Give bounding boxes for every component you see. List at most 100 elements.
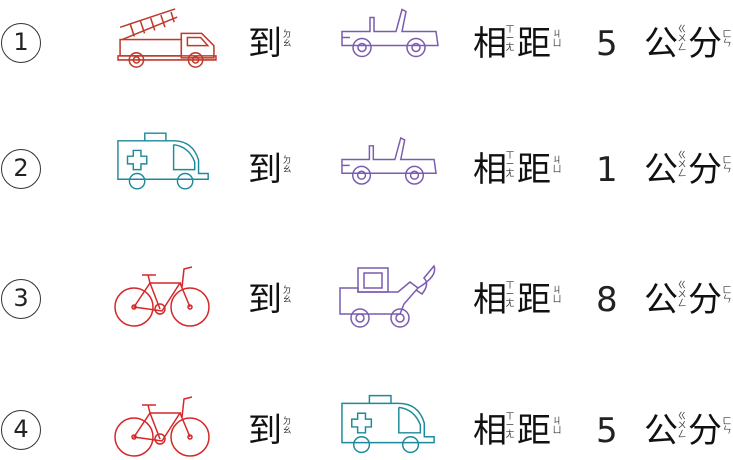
zhuyin-gong: ㄍㄨㄥ — [677, 413, 687, 440]
zhuyin-symbol: ㄤ — [505, 169, 515, 179]
problem-row: 4 到 ㄉㄠ 相 ㄒㄧㄤ 距 ㄐㄩ 5 公 ㄍㄨㄥ 分 ㄈㄣ — [0, 360, 733, 460]
loader-icon — [339, 264, 436, 328]
zhuyin-symbol: ㄧ — [505, 160, 515, 170]
zhuyin-symbol: ㄥ — [677, 43, 687, 53]
zhuyin-symbol: ㄤ — [505, 299, 515, 309]
zhuyin-gong: ㄍㄨㄥ — [677, 282, 687, 309]
question-number: 3 — [1, 279, 41, 319]
zhuyin-xiang: ㄒㄧㄤ — [505, 282, 515, 309]
zhuyin-ju: ㄐㄩ — [552, 418, 562, 436]
zhuyin-symbol: ㄥ — [677, 299, 687, 309]
zhuyin-gong: ㄍㄨㄥ — [677, 152, 687, 179]
zhuyin-ju: ㄐㄩ — [552, 157, 562, 175]
ambulance-icon — [117, 132, 209, 190]
word-ju: 距 — [517, 411, 551, 451]
zhuyin-fen: ㄈㄣ — [722, 31, 732, 49]
word-to: 到 — [248, 150, 282, 190]
zhuyin-symbol: ㄒ — [505, 25, 515, 35]
zhuyin-symbol: ㄍ — [677, 412, 687, 422]
zhuyin-symbol: ㄉ — [282, 30, 292, 40]
word-ju: 距 — [517, 24, 551, 64]
zhuyin-symbol: ㄣ — [722, 426, 732, 436]
ambulance-icon — [341, 394, 435, 454]
zhuyin-symbol: ㄠ — [282, 426, 292, 436]
zhuyin-symbol: ㄠ — [282, 39, 292, 49]
zhuyin-symbol: ㄥ — [677, 430, 687, 440]
bicycle-icon — [114, 266, 210, 327]
word-gong: 公 — [644, 24, 678, 64]
problem-row: 1 到 ㄉㄠ 相 ㄒㄧㄤ 距 ㄐㄩ 5 公 ㄍㄨㄥ 分 ㄈㄣ — [0, 0, 733, 100]
zhuyin-symbol: ㄩ — [552, 295, 562, 305]
zhuyin-xiang: ㄒㄧㄤ — [505, 413, 515, 440]
word-to: 到 — [248, 280, 282, 320]
zhuyin-fen: ㄈㄣ — [722, 157, 732, 175]
zhuyin-symbol: ㄐ — [552, 156, 562, 166]
question-number: 4 — [1, 410, 41, 450]
zhuyin-symbol: ㄩ — [552, 165, 562, 175]
word-gong: 公 — [644, 411, 678, 451]
word-ju: 距 — [517, 150, 551, 190]
zhuyin-symbol: ㄧ — [505, 290, 515, 300]
zhuyin-symbol: ㄐ — [552, 286, 562, 296]
zhuyin-symbol: ㄈ — [722, 30, 732, 40]
zhuyin-symbol: ㄣ — [722, 165, 732, 175]
zhuyin-symbol: ㄩ — [552, 426, 562, 436]
zhuyin-to: ㄉㄠ — [282, 287, 292, 305]
zhuyin-gong: ㄍㄨㄥ — [677, 26, 687, 53]
zhuyin-symbol: ㄉ — [282, 286, 292, 296]
zhuyin-symbol: ㄈ — [722, 156, 732, 166]
zhuyin-ju: ㄐㄩ — [552, 287, 562, 305]
zhuyin-symbol: ㄣ — [722, 295, 732, 305]
problem-row: 3 到 ㄉㄠ 相 ㄒㄧㄤ 距 ㄐㄩ 8 公 ㄍㄨㄥ 分 ㄈㄣ — [0, 240, 733, 340]
zhuyin-symbol: ㄠ — [282, 165, 292, 175]
zhuyin-symbol: ㄨ — [677, 290, 687, 300]
zhuyin-symbol: ㄨ — [677, 34, 687, 44]
zhuyin-symbol: ㄤ — [505, 430, 515, 440]
zhuyin-symbol: ㄠ — [282, 295, 292, 305]
word-gong: 公 — [644, 150, 678, 190]
word-xiang: 相 — [473, 411, 507, 451]
problem-row: 2 到 ㄉㄠ 相 ㄒㄧㄤ 距 ㄐㄩ 1 公 ㄍㄨㄥ 分 ㄈㄣ — [0, 120, 733, 220]
word-gong: 公 — [644, 280, 678, 320]
word-fen: 分 — [688, 24, 722, 64]
zhuyin-symbol: ㄨ — [677, 160, 687, 170]
zhuyin-symbol: ㄥ — [677, 169, 687, 179]
zhuyin-to: ㄉㄠ — [282, 418, 292, 436]
zhuyin-symbol: ㄤ — [505, 43, 515, 53]
zhuyin-symbol: ㄒ — [505, 281, 515, 291]
bicycle-icon — [114, 396, 210, 457]
zhuyin-fen: ㄈㄣ — [722, 418, 732, 436]
zhuyin-symbol: ㄈ — [722, 286, 732, 296]
zhuyin-symbol: ㄣ — [722, 39, 732, 49]
word-xiang: 相 — [473, 24, 507, 64]
word-ju: 距 — [517, 280, 551, 320]
zhuyin-symbol: ㄒ — [505, 412, 515, 422]
zhuyin-xiang: ㄒㄧㄤ — [505, 26, 515, 53]
zhuyin-symbol: ㄐ — [552, 417, 562, 427]
zhuyin-symbol: ㄐ — [552, 30, 562, 40]
word-xiang: 相 — [473, 280, 507, 320]
distance-value: 8 — [596, 280, 618, 320]
jeep-icon — [341, 136, 437, 185]
zhuyin-to: ㄉㄠ — [282, 31, 292, 49]
zhuyin-symbol: ㄍ — [677, 25, 687, 35]
zhuyin-symbol: ㄉ — [282, 417, 292, 427]
zhuyin-symbol: ㄨ — [677, 421, 687, 431]
zhuyin-symbol: ㄧ — [505, 34, 515, 44]
zhuyin-symbol: ㄧ — [505, 421, 515, 431]
zhuyin-symbol: ㄍ — [677, 281, 687, 291]
zhuyin-symbol: ㄩ — [552, 39, 562, 49]
zhuyin-xiang: ㄒㄧㄤ — [505, 152, 515, 179]
question-number: 2 — [1, 149, 41, 189]
word-to: 到 — [248, 411, 282, 451]
zhuyin-symbol: ㄍ — [677, 151, 687, 161]
distance-value: 5 — [596, 24, 618, 64]
jeep-icon — [341, 8, 439, 58]
word-fen: 分 — [688, 411, 722, 451]
zhuyin-symbol: ㄉ — [282, 156, 292, 166]
distance-value: 5 — [596, 411, 618, 451]
zhuyin-symbol: ㄒ — [505, 151, 515, 161]
zhuyin-fen: ㄈㄣ — [722, 287, 732, 305]
question-number: 1 — [1, 23, 41, 63]
word-fen: 分 — [688, 280, 722, 320]
